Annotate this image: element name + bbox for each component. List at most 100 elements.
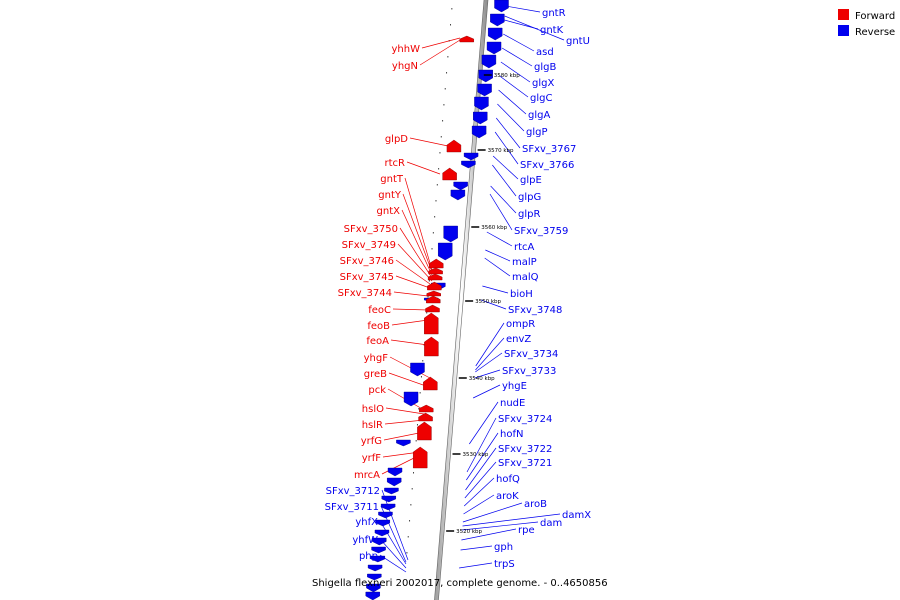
reverse-gene-label: nudE <box>500 398 525 409</box>
reverse-gene-label: gntK <box>540 25 564 36</box>
forward-gene-label: mrcA <box>354 470 380 481</box>
track-dot <box>434 216 436 218</box>
forward-gene-label: SFxv_3750 <box>344 224 398 235</box>
reverse-gene-label: SFxv_3734 <box>504 349 558 360</box>
forward-gene-label: yhfX <box>355 517 378 528</box>
map-caption: Shigella flexneri 2002017, complete geno… <box>312 578 608 589</box>
forward-gene-label: hslR <box>362 420 383 431</box>
reverse-gene-label: glpG <box>518 192 541 203</box>
reverse-callout-line <box>463 494 495 515</box>
forward-callout-line <box>392 308 429 311</box>
reverse-gene-glyph <box>386 477 402 487</box>
reverse-gene-glyph <box>453 181 468 191</box>
forward-gene-label: feoB <box>367 321 390 332</box>
forward-gene-label: yhgN <box>392 61 418 72</box>
reverse-gene-glyph <box>463 152 479 161</box>
forward-callout-line <box>388 372 427 387</box>
reverse-gene-glyph <box>481 54 497 69</box>
reverse-gene-glyph <box>374 529 390 537</box>
reverse-gene-label: ompR <box>506 319 535 330</box>
track-dot <box>413 472 415 474</box>
reverse-callout-line <box>505 5 541 13</box>
track-dot <box>435 200 437 202</box>
reverse-gene-label: SFxv_3722 <box>498 444 552 455</box>
track-dot <box>440 136 442 138</box>
track-dot <box>436 184 438 186</box>
forward-gene-label: gntY <box>378 190 402 201</box>
reverse-callout-line <box>481 299 507 310</box>
reverse-gene-label: SFxv_3724 <box>498 414 552 425</box>
reverse-callout-line <box>489 193 513 231</box>
gene-glyphs <box>365 0 509 600</box>
forward-gene-glyph <box>426 290 441 297</box>
forward-gene-label: SFxv_3711 <box>325 502 379 513</box>
forward-gene-glyph <box>413 446 428 469</box>
reverse-callout-line <box>475 337 505 371</box>
reverse-gene-glyph <box>366 583 381 593</box>
reverse-gene-glyph <box>443 225 458 243</box>
forward-callout-line <box>421 37 461 49</box>
forward-gene-label: SFxv_3746 <box>340 256 394 267</box>
reverse-callout-line <box>497 103 525 132</box>
reverse-gene-label: glgP <box>526 127 548 138</box>
track-dot <box>439 152 441 154</box>
forward-gene-label: SFxv_3744 <box>338 288 392 299</box>
forward-gene-glyph <box>442 167 457 181</box>
forward-gene-glyph <box>418 412 433 422</box>
forward-gene-glyph <box>424 336 439 357</box>
forward-callout-line <box>399 227 433 279</box>
reverse-gene-glyph <box>473 111 488 125</box>
forward-gene-label: feoC <box>368 305 391 316</box>
forward-gene-label: yrfF <box>362 453 382 464</box>
reverse-gene-label: rtcA <box>514 242 535 253</box>
reverse-callout-line <box>462 521 539 531</box>
forward-callout-line <box>395 275 431 289</box>
reverse-gene-glyph <box>371 546 386 554</box>
reverse-callout-line <box>459 562 493 569</box>
track-dot <box>409 520 411 522</box>
reverse-gene-label: hofQ <box>496 474 520 485</box>
forward-gene-label: yhfW <box>352 535 378 546</box>
forward-callout-line <box>419 39 461 66</box>
forward-callout-line <box>395 259 431 285</box>
forward-gene-glyph <box>446 139 462 153</box>
forward-gene-label: hslO <box>362 404 384 415</box>
track-dot <box>428 280 430 282</box>
reverse-gene-glyph <box>370 555 386 563</box>
scale-label: 3520 kbp <box>456 529 482 535</box>
forward-gene-glyph <box>459 35 474 43</box>
reverse-gene-glyph <box>387 467 403 477</box>
track-dot <box>407 536 409 538</box>
forward-gene-label: yhgF <box>364 353 389 364</box>
forward-callout-line <box>384 419 425 425</box>
forward-gene-label: php <box>359 551 378 562</box>
reverse-gene-label: yhgE <box>502 381 527 392</box>
track-dot <box>427 296 429 298</box>
reverse-callout-line <box>461 528 517 541</box>
reverse-gene-label: asd <box>536 47 554 58</box>
scale-label: 3560 kbp <box>481 225 507 231</box>
reverse-gene-label: SFxv_3759 <box>514 226 568 237</box>
reverse-callout-line <box>466 417 497 473</box>
reverse-gene-glyph <box>410 362 425 377</box>
reverse-gene-glyph <box>381 495 396 503</box>
reverse-gene-glyph <box>378 511 393 519</box>
track-dot <box>411 488 413 490</box>
reverse-gene-label: aroB <box>524 499 547 510</box>
reverse-gene-label: glpR <box>518 209 540 220</box>
reverse-gene-glyph <box>403 391 419 407</box>
reverse-gene-label: gph <box>494 542 513 553</box>
reverse-gene-label: glpE <box>520 175 542 186</box>
reverse-gene-glyph <box>461 160 476 169</box>
reverse-callout-line <box>494 131 519 165</box>
reverse-callout-line <box>464 461 497 499</box>
axis-line <box>434 0 489 600</box>
forward-gene-label: rtcR <box>385 158 406 169</box>
legend-forward: Forward <box>838 9 895 22</box>
reverse-gene-label: glgA <box>528 110 550 121</box>
reverse-callout-line <box>474 369 501 379</box>
forward-gene-label: pck <box>368 385 386 396</box>
reverse-gene-glyph <box>367 564 383 572</box>
forward-callout-line <box>385 407 425 415</box>
track-dot <box>415 440 417 442</box>
